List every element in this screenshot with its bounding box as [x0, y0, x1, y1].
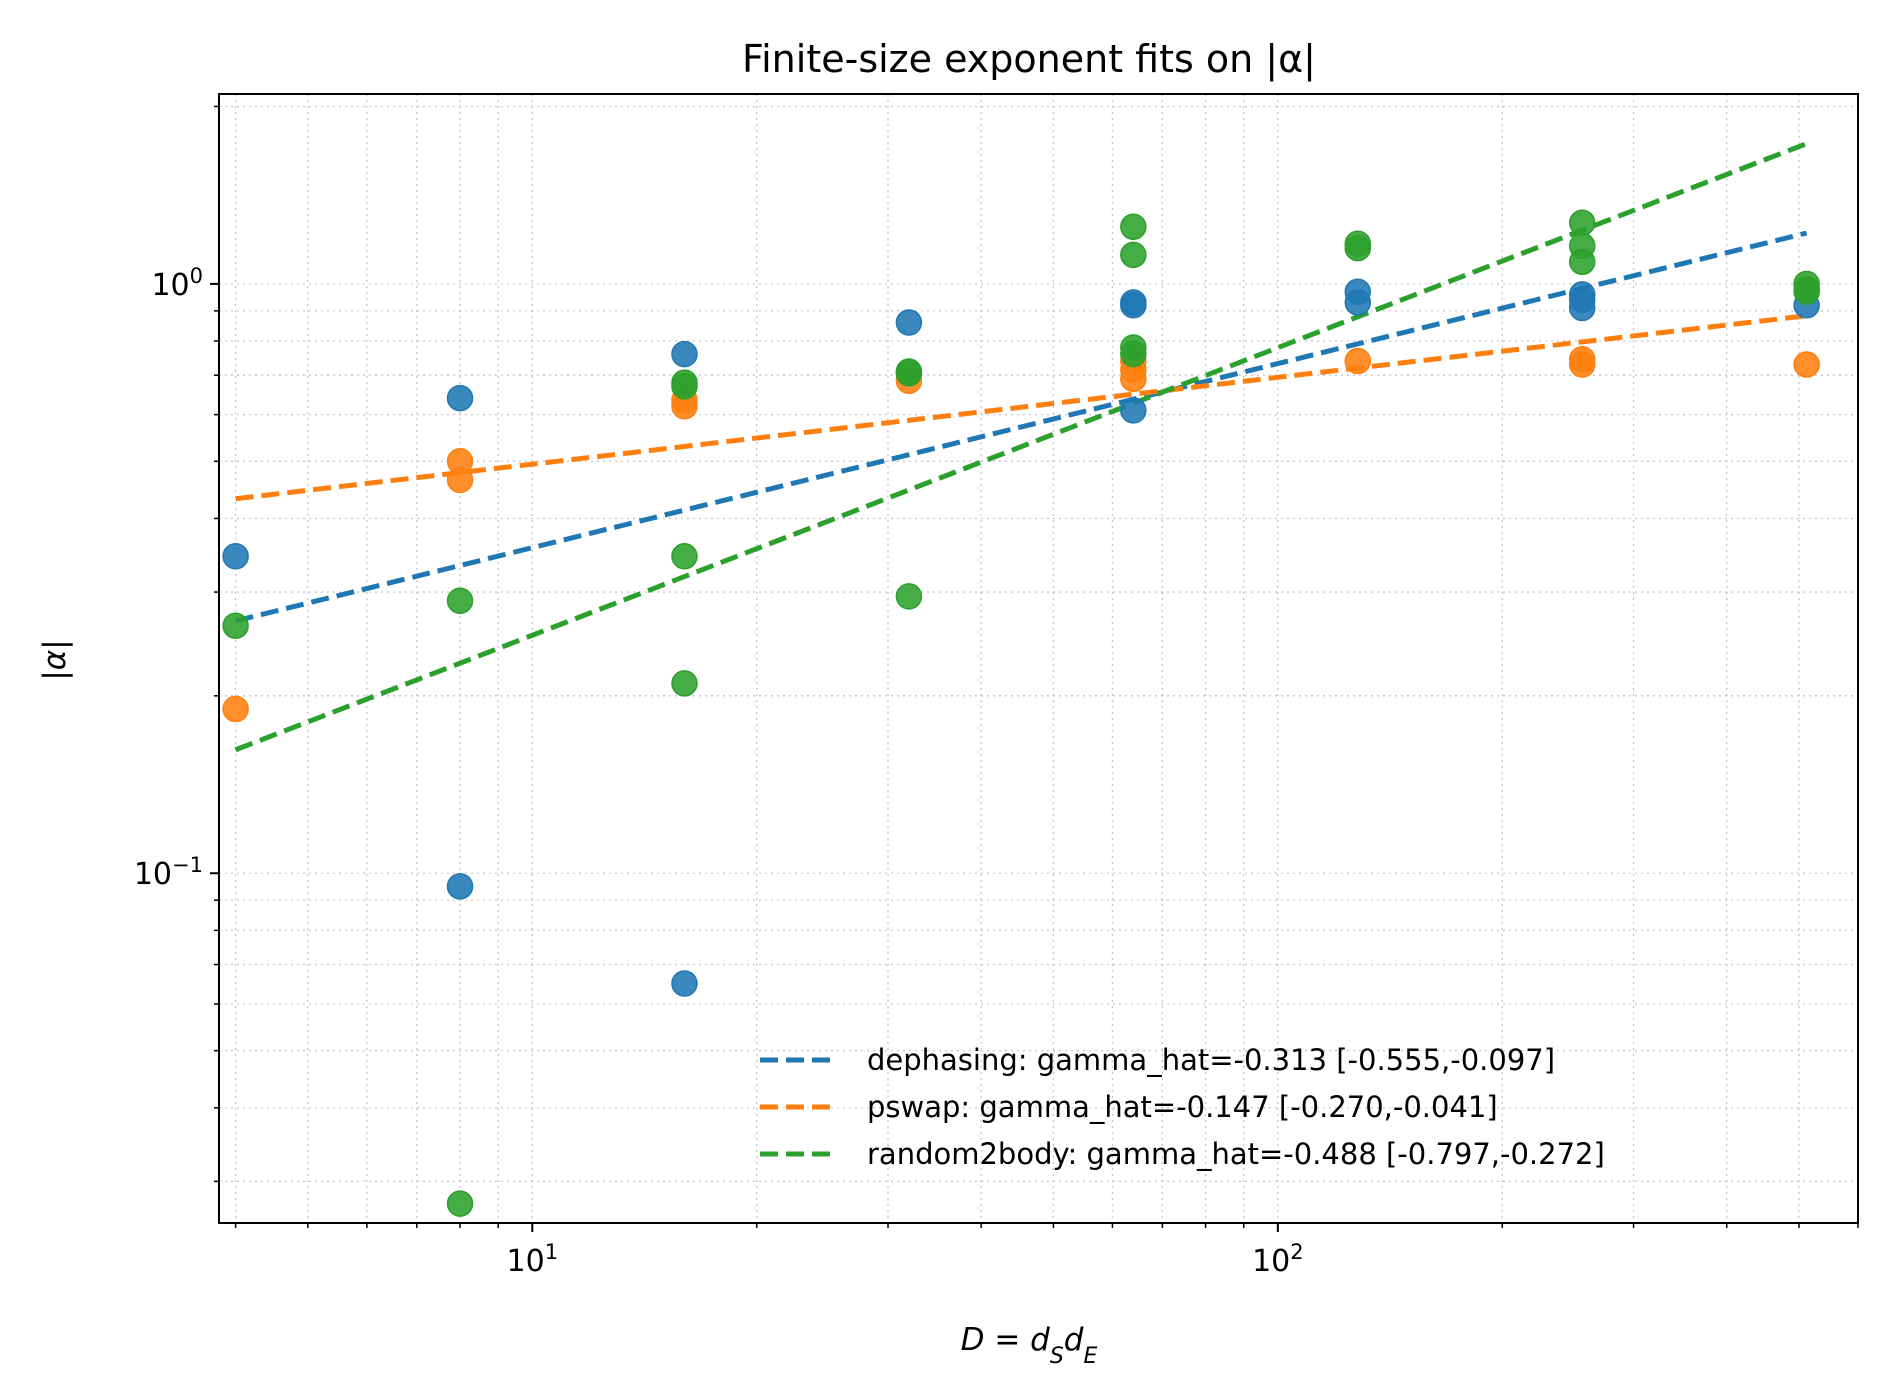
data-point-random2body — [895, 583, 923, 610]
fit-line-dephasing — [235, 230, 1808, 624]
data-point-dephasing — [446, 873, 474, 900]
data-point-random2body — [895, 360, 923, 387]
data-point-dephasing — [446, 384, 474, 412]
data-point-dephasing — [895, 309, 923, 336]
data-point-random2body — [446, 1190, 474, 1217]
chart-title: Finite-size exponent fits on |α| — [742, 37, 1316, 82]
data-points — [222, 209, 1820, 1217]
data-point-dephasing — [1120, 397, 1147, 424]
legend-label-random2body: random2body: gamma_hat=-0.488 [-0.797,-0… — [867, 1137, 1605, 1171]
data-point-dephasing — [1344, 289, 1372, 316]
data-point-random2body — [222, 612, 249, 639]
data-point-dephasing — [671, 340, 698, 368]
data-point-random2body — [671, 670, 698, 697]
data-point-pswap — [222, 695, 249, 723]
legend: dephasing: gamma_hat=-0.313 [-0.555,-0.0… — [760, 1043, 1605, 1171]
data-point-random2body — [1568, 209, 1596, 236]
data-point-dephasing — [1568, 294, 1596, 322]
data-point-dephasing — [671, 970, 698, 997]
data-point-random2body — [446, 587, 474, 614]
legend-label-dephasing: dephasing: gamma_hat=-0.313 [-0.555,-0.0… — [867, 1043, 1555, 1077]
data-point-random2body — [671, 373, 698, 400]
data-point-pswap — [1568, 351, 1596, 378]
fit-lines — [234, 141, 1808, 753]
legend-label-pswap: pswap: gamma_hat=-0.147 [-0.270,-0.041] — [867, 1090, 1498, 1124]
data-point-pswap — [1120, 365, 1147, 393]
fit-line-pswap — [235, 313, 1807, 502]
y-axis-label: |α| — [37, 639, 73, 680]
data-point-pswap — [446, 466, 474, 494]
data-point-dephasing — [222, 543, 249, 570]
data-point-random2body — [1793, 278, 1820, 305]
data-point-dephasing — [1120, 291, 1147, 319]
data-point-random2body — [1344, 234, 1372, 262]
fit-line-random2body — [234, 141, 1808, 753]
data-point-pswap — [1793, 351, 1820, 378]
grid — [219, 94, 1859, 1223]
data-point-random2body — [671, 543, 698, 570]
data-point-pswap — [1344, 347, 1372, 375]
data-point-random2body — [1568, 248, 1596, 276]
ticks — [210, 105, 1859, 1232]
plot-frame — [218, 93, 1859, 1224]
data-point-random2body — [1120, 241, 1147, 269]
data-point-random2body — [1120, 340, 1147, 368]
data-point-random2body — [1120, 213, 1147, 241]
